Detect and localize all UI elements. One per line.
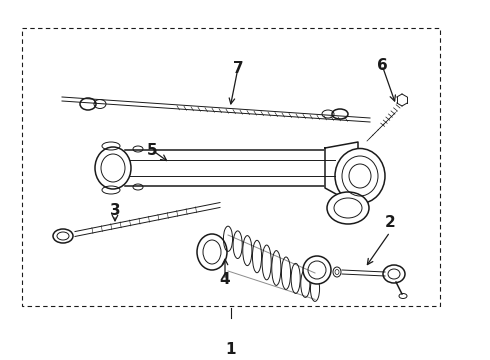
Text: 2: 2: [385, 215, 395, 230]
Text: 7: 7: [233, 60, 244, 76]
Ellipse shape: [197, 234, 227, 270]
Ellipse shape: [303, 256, 331, 284]
Ellipse shape: [335, 149, 385, 203]
Ellipse shape: [53, 229, 73, 243]
Text: 1: 1: [226, 342, 236, 357]
Ellipse shape: [333, 267, 341, 277]
Bar: [22, 28, 440, 306]
Text: 4: 4: [220, 273, 230, 288]
Ellipse shape: [95, 147, 131, 189]
Ellipse shape: [327, 192, 369, 224]
Text: 5: 5: [147, 143, 157, 158]
Text: 6: 6: [377, 58, 388, 72]
Polygon shape: [325, 142, 358, 206]
Ellipse shape: [383, 265, 405, 283]
Text: 3: 3: [110, 202, 121, 217]
